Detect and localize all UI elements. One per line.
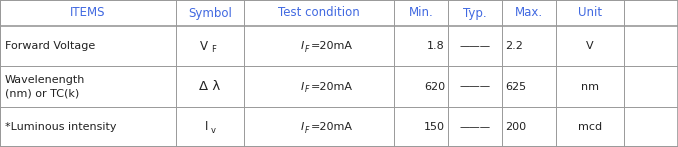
Text: Δ λ: Δ λ <box>199 80 220 93</box>
Text: Test condition: Test condition <box>278 6 360 20</box>
Text: F: F <box>305 45 309 54</box>
Text: I: I <box>301 81 304 91</box>
Text: Min.: Min. <box>409 6 433 20</box>
Text: 150: 150 <box>424 122 445 132</box>
Text: mcd: mcd <box>578 122 602 132</box>
Text: *Luminous intensity: *Luminous intensity <box>5 122 117 132</box>
Text: 200: 200 <box>505 122 526 132</box>
Text: 620: 620 <box>424 81 445 91</box>
Text: Wavelenength
(nm) or TC(k): Wavelenength (nm) or TC(k) <box>5 75 85 98</box>
Text: F: F <box>305 86 309 95</box>
Text: Typ.: Typ. <box>463 6 487 20</box>
Text: Forward Voltage: Forward Voltage <box>5 41 95 51</box>
Text: ———: ——— <box>460 81 491 91</box>
Text: =20mA: =20mA <box>311 122 353 132</box>
Text: ITEMS: ITEMS <box>71 6 106 20</box>
Text: 625: 625 <box>505 81 526 91</box>
Text: ———: ——— <box>460 41 491 51</box>
Text: Max.: Max. <box>515 6 543 20</box>
Text: ———: ——— <box>460 122 491 132</box>
Text: F: F <box>211 45 216 54</box>
Text: F: F <box>305 126 309 135</box>
Text: =20mA: =20mA <box>311 41 353 51</box>
Text: I: I <box>301 122 304 132</box>
Text: I: I <box>301 41 304 51</box>
Text: Symbol: Symbol <box>188 6 232 20</box>
Text: I: I <box>205 120 208 133</box>
Text: =20mA: =20mA <box>311 81 353 91</box>
Text: V: V <box>200 40 208 53</box>
Text: 1.8: 1.8 <box>427 41 445 51</box>
Text: V: V <box>586 41 594 51</box>
Text: Unit: Unit <box>578 6 602 20</box>
Text: 2.2: 2.2 <box>505 41 523 51</box>
Text: nm: nm <box>581 81 599 91</box>
Text: v: v <box>211 126 216 135</box>
